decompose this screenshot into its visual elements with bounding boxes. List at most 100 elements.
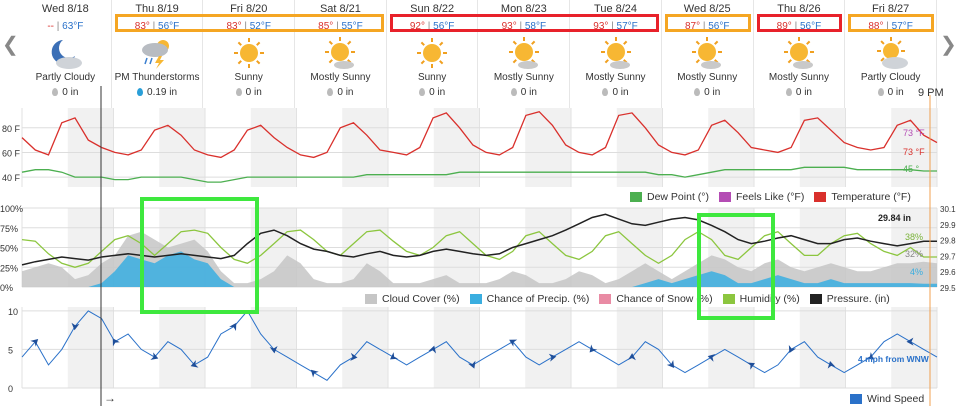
series-end-label: 29.84 in (878, 213, 911, 223)
night-band (891, 108, 937, 187)
time-label: 9 PM (918, 87, 944, 99)
raindrop-icon (52, 88, 59, 96)
night-band (708, 108, 754, 187)
wind-direction-arrow (389, 352, 399, 360)
day-precip: 0.19 in (112, 87, 203, 99)
day-precip: 0 in (20, 87, 111, 99)
day-column[interactable]: Fri 8/20 83° | 52°F Sunny 0 in (203, 0, 296, 110)
day-temps: 83° | 56°F (134, 21, 180, 32)
y-tick-label: 80 F (2, 124, 21, 134)
dew-point-swatch (630, 192, 642, 202)
low-temp: 58°F (524, 21, 547, 32)
day-column[interactable]: Thu 8/19 83° | 56°F PM Thunderstorms 0.19 i… (112, 0, 204, 110)
wind-direction-arrow (310, 369, 319, 378)
humidity-swatch (722, 294, 735, 304)
precip-amount: 0 in (62, 87, 79, 98)
temperature-line (21, 110, 938, 159)
day-date: Thu 8/26 (777, 3, 821, 15)
wind-direction-arrow (548, 353, 557, 362)
mostly-sunny-icon (685, 36, 729, 70)
temp-highlight-box-orange (114, 14, 384, 32)
y-tick-right: 29.7 (940, 252, 956, 261)
night-band (67, 307, 114, 388)
temp-highlight-box-orange (664, 14, 751, 32)
wind-direction-arrow (350, 352, 358, 361)
day-date: Tue 8/24 (594, 3, 638, 15)
feels-like-swatch (718, 192, 731, 202)
day-column[interactable]: Fri 8/27 88° | 57°F Partly Cloudy 0 in (845, 0, 937, 110)
day-temps: 92° | 56°F (409, 21, 455, 32)
y-tick-label: 40 F (2, 173, 21, 183)
wind-direction-arrow (112, 338, 120, 347)
next-button[interactable]: ❯ (940, 32, 957, 57)
day-precip: 0 in (479, 87, 570, 99)
high-temp: 93° (593, 21, 609, 32)
low-temp: 55°F (341, 21, 363, 32)
sky-chart: 100% 75% 50% 25% 0% 30.1 29.9 29.8 29.7 29.6 29.5 2… (0, 204, 956, 293)
y-tick-right: 29.9 (940, 221, 956, 230)
precip-amount: 0 in (795, 87, 812, 98)
wind-end-label: 4 mph from WNW (858, 354, 930, 364)
raindrop-icon (877, 88, 884, 96)
y-tick-right: 29.8 (940, 237, 956, 246)
prev-button[interactable]: ❮ (2, 32, 19, 57)
night-band (708, 307, 754, 388)
low-temp: 56°F (708, 21, 730, 32)
day-temps: -- | 63°F (47, 21, 84, 32)
day-date: Fri 8/20 (230, 3, 268, 15)
legend-cloud-cover: Cloud Cover (%) (382, 293, 460, 305)
legend-dew-point: Dew Point (°) (647, 191, 709, 203)
day-column[interactable]: Sat 8/21 85° | 55°F Mostly Sunny 0 in (295, 0, 387, 110)
precip-amount: 0 in (429, 87, 446, 98)
series-end-label: 4% (910, 267, 923, 277)
day-temps: 83° | 52°F (226, 21, 271, 32)
wind-direction-arrow (865, 352, 874, 360)
wind-direction-arrow (269, 345, 278, 354)
wind-direction-arrow (428, 345, 437, 354)
day-temps: 93° | 58°F (501, 21, 547, 32)
wind-direction-arrow (906, 337, 914, 346)
series-end-label: 73 °F (903, 147, 925, 157)
y-tick-left: 0% (0, 283, 13, 293)
precip-amount: 0 in (245, 87, 262, 98)
night-band (342, 108, 388, 187)
day-date: Wed 8/18 (41, 3, 89, 15)
temp-legend: Dew Point (°) Feels Like (°F) Temperatur… (620, 191, 911, 203)
legend-precip: Chance of Precip. (%) (486, 293, 590, 305)
y-tick-right: 30.1 (940, 205, 956, 214)
sunny-icon (227, 36, 271, 70)
day-condition: Mostly Sunny (310, 72, 371, 83)
day-date: Thu 8/19 (135, 3, 179, 15)
night-band (250, 108, 297, 187)
wind-direction-arrow (468, 360, 476, 369)
night-band (525, 307, 571, 388)
humidity-line (21, 229, 937, 268)
day-column[interactable]: Sun 8/22 92° | 56°F Sunny 0 in (387, 0, 479, 110)
day-column[interactable]: Wed 8/25 87° | 56°F Mostly Sunny 0 in (662, 0, 754, 110)
high-temp: 92° (409, 21, 425, 32)
wind-direction-arrow (71, 322, 80, 331)
day-column[interactable]: Mon 8/23 93° | 58°F Mostly Sunny 0 in (479, 0, 571, 110)
precip-amount: 0 in (337, 87, 354, 98)
wind-direction-arrow (707, 353, 716, 362)
precip-amount: 0 in (520, 87, 537, 98)
snow-swatch (599, 294, 612, 304)
highlight-box-green-right (697, 213, 775, 320)
day-condition: Mostly Sunny (677, 72, 738, 83)
day-condition: Partly Cloudy (860, 72, 921, 83)
raindrop-icon (694, 88, 701, 96)
day-column[interactable]: Thu 8/26 89° | 56°F Mostly Sunny 0 in (754, 0, 846, 110)
night-band (891, 307, 937, 388)
night-band (616, 108, 663, 187)
day-precip: 0 in (387, 87, 478, 99)
wind-direction-arrow (509, 339, 518, 347)
series-end-label: 45 ° (903, 164, 920, 174)
day-column[interactable]: Tue 8/24 93° | 57°F Mostly Sunny 0 in (570, 0, 662, 110)
day-condition: Mostly Sunny (768, 72, 829, 83)
day-column[interactable]: Wed 8/18 -- | 63°F Partly Cloudy 0 in (20, 0, 112, 110)
y-tick-label: 60 F (2, 148, 21, 158)
day-precip: 0 in (570, 87, 661, 99)
night-band (433, 108, 480, 187)
day-temps: 85° | 55°F (318, 21, 363, 32)
low-temp: 52°F (249, 21, 271, 32)
